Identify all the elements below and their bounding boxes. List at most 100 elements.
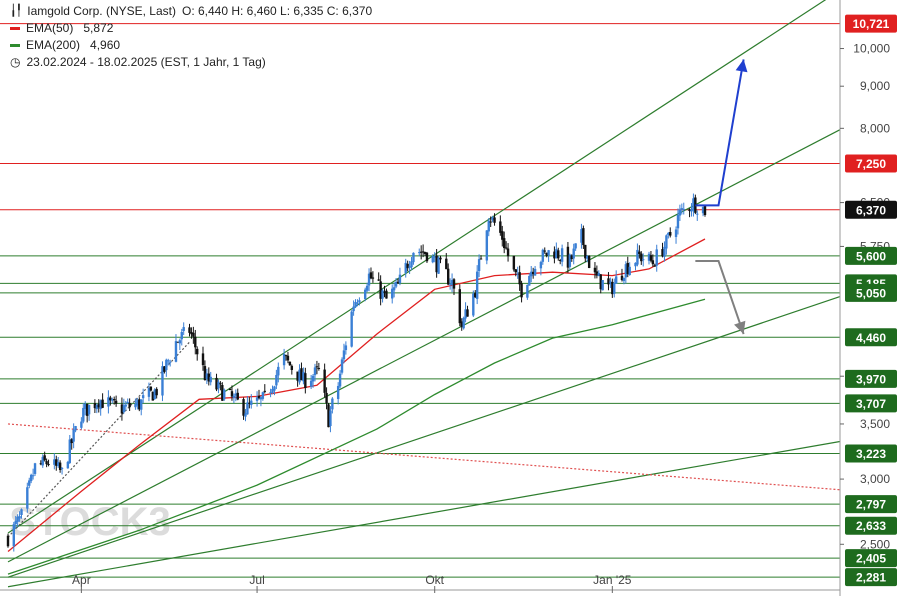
candle-body <box>485 230 489 261</box>
level-badge <box>845 549 897 568</box>
candle-body <box>450 280 454 285</box>
candle-body <box>234 393 238 396</box>
candle-body <box>663 246 666 257</box>
candle-body <box>437 257 440 274</box>
level-badge <box>845 495 897 514</box>
candle-body <box>558 260 562 262</box>
watermark-layer: STOCK3 <box>9 500 171 544</box>
candle-body <box>296 371 299 381</box>
candle-body <box>153 389 156 399</box>
candle-body <box>678 209 682 216</box>
candle-body <box>201 353 205 366</box>
candle-body <box>221 384 224 401</box>
candle-body <box>431 256 434 263</box>
candle-body <box>665 235 668 249</box>
candle-body <box>586 256 589 259</box>
candle-body <box>147 388 151 397</box>
level-badge-value: 7,250 <box>856 157 886 171</box>
candle-body <box>526 284 529 298</box>
candle-body <box>398 274 402 283</box>
candle-body <box>614 276 618 284</box>
y-tick-label: 3,500 <box>860 417 890 431</box>
candle-body <box>246 402 249 415</box>
level-badge <box>845 246 897 265</box>
candle-body <box>597 272 601 277</box>
candle-body <box>638 251 641 255</box>
candle-body <box>53 459 56 465</box>
candle-body <box>628 266 631 276</box>
candle-body <box>350 311 353 347</box>
level-badge-value: 2,797 <box>856 498 886 512</box>
candle-body <box>383 291 386 293</box>
candle-body <box>56 462 60 467</box>
candle-body <box>101 399 104 408</box>
candle-body <box>180 332 183 340</box>
candle-body <box>640 253 643 262</box>
candle-body <box>47 464 50 466</box>
candle-body <box>408 266 411 268</box>
projection-arrows <box>695 59 748 335</box>
chart-type-icon: ╽╿ <box>10 5 22 17</box>
watermark: STOCK3 <box>9 500 171 544</box>
bullish-arrowhead <box>735 59 748 73</box>
candle-body <box>74 426 77 431</box>
candle-body <box>232 395 236 398</box>
candle-body <box>84 403 87 409</box>
legend-ema200: EMA(200) 4,960 <box>10 37 372 54</box>
candle-body <box>207 373 210 382</box>
candle-body <box>703 205 707 216</box>
candle-body <box>622 277 626 282</box>
candle-body <box>369 272 373 279</box>
ema50-swatch <box>10 27 20 30</box>
candle-body <box>425 252 429 262</box>
candle-body <box>593 267 597 273</box>
candle-body <box>452 279 456 289</box>
x-tick-label: Okt <box>425 573 444 587</box>
trend-line <box>7 0 827 534</box>
candle-body <box>365 285 369 291</box>
candle-body <box>138 399 141 410</box>
candle-body <box>624 264 628 278</box>
candle-body <box>435 255 438 273</box>
candle-body <box>572 248 575 259</box>
candle-body <box>275 374 278 386</box>
candle-body <box>539 262 543 269</box>
level-badge <box>845 369 897 388</box>
level-badge-value: 6,370 <box>856 203 886 217</box>
candle-body <box>568 254 572 267</box>
candle-body <box>155 388 158 396</box>
candle-body <box>533 268 537 276</box>
candle-body <box>379 281 382 299</box>
candle-body <box>674 229 678 238</box>
candle-body <box>433 256 436 258</box>
ohlc-values: O: 6,440 H: 6,460 L: 6,335 C: 6,370 <box>181 4 373 18</box>
candle-body <box>20 509 23 515</box>
candle-body <box>120 404 124 414</box>
candle-body <box>55 459 58 466</box>
level-badge-value: 2,281 <box>856 571 886 585</box>
candle-body <box>647 253 651 261</box>
candle-body <box>72 429 75 442</box>
bearish-arrow <box>695 260 745 335</box>
candle-body <box>553 251 556 259</box>
y-tick-label: 8,000 <box>860 121 890 135</box>
candle-body <box>466 309 469 317</box>
candle-body <box>304 373 307 389</box>
candle-body <box>574 243 577 249</box>
ema50-label: EMA(50) <box>26 21 74 35</box>
ema50-value: 5,872 <box>83 21 114 35</box>
level-badge-value: 5,050 <box>856 286 886 300</box>
candle-body <box>682 208 685 210</box>
candle-body <box>174 341 178 362</box>
candle-body <box>209 376 212 383</box>
candle-body <box>516 273 519 275</box>
candle-body <box>611 281 614 295</box>
candle-body <box>250 400 253 406</box>
candle-body <box>223 389 226 400</box>
ema200-swatch <box>10 44 20 47</box>
candle-body <box>313 367 317 376</box>
candle-body <box>248 402 251 404</box>
candle-body <box>342 350 346 360</box>
candle-body <box>601 280 604 291</box>
